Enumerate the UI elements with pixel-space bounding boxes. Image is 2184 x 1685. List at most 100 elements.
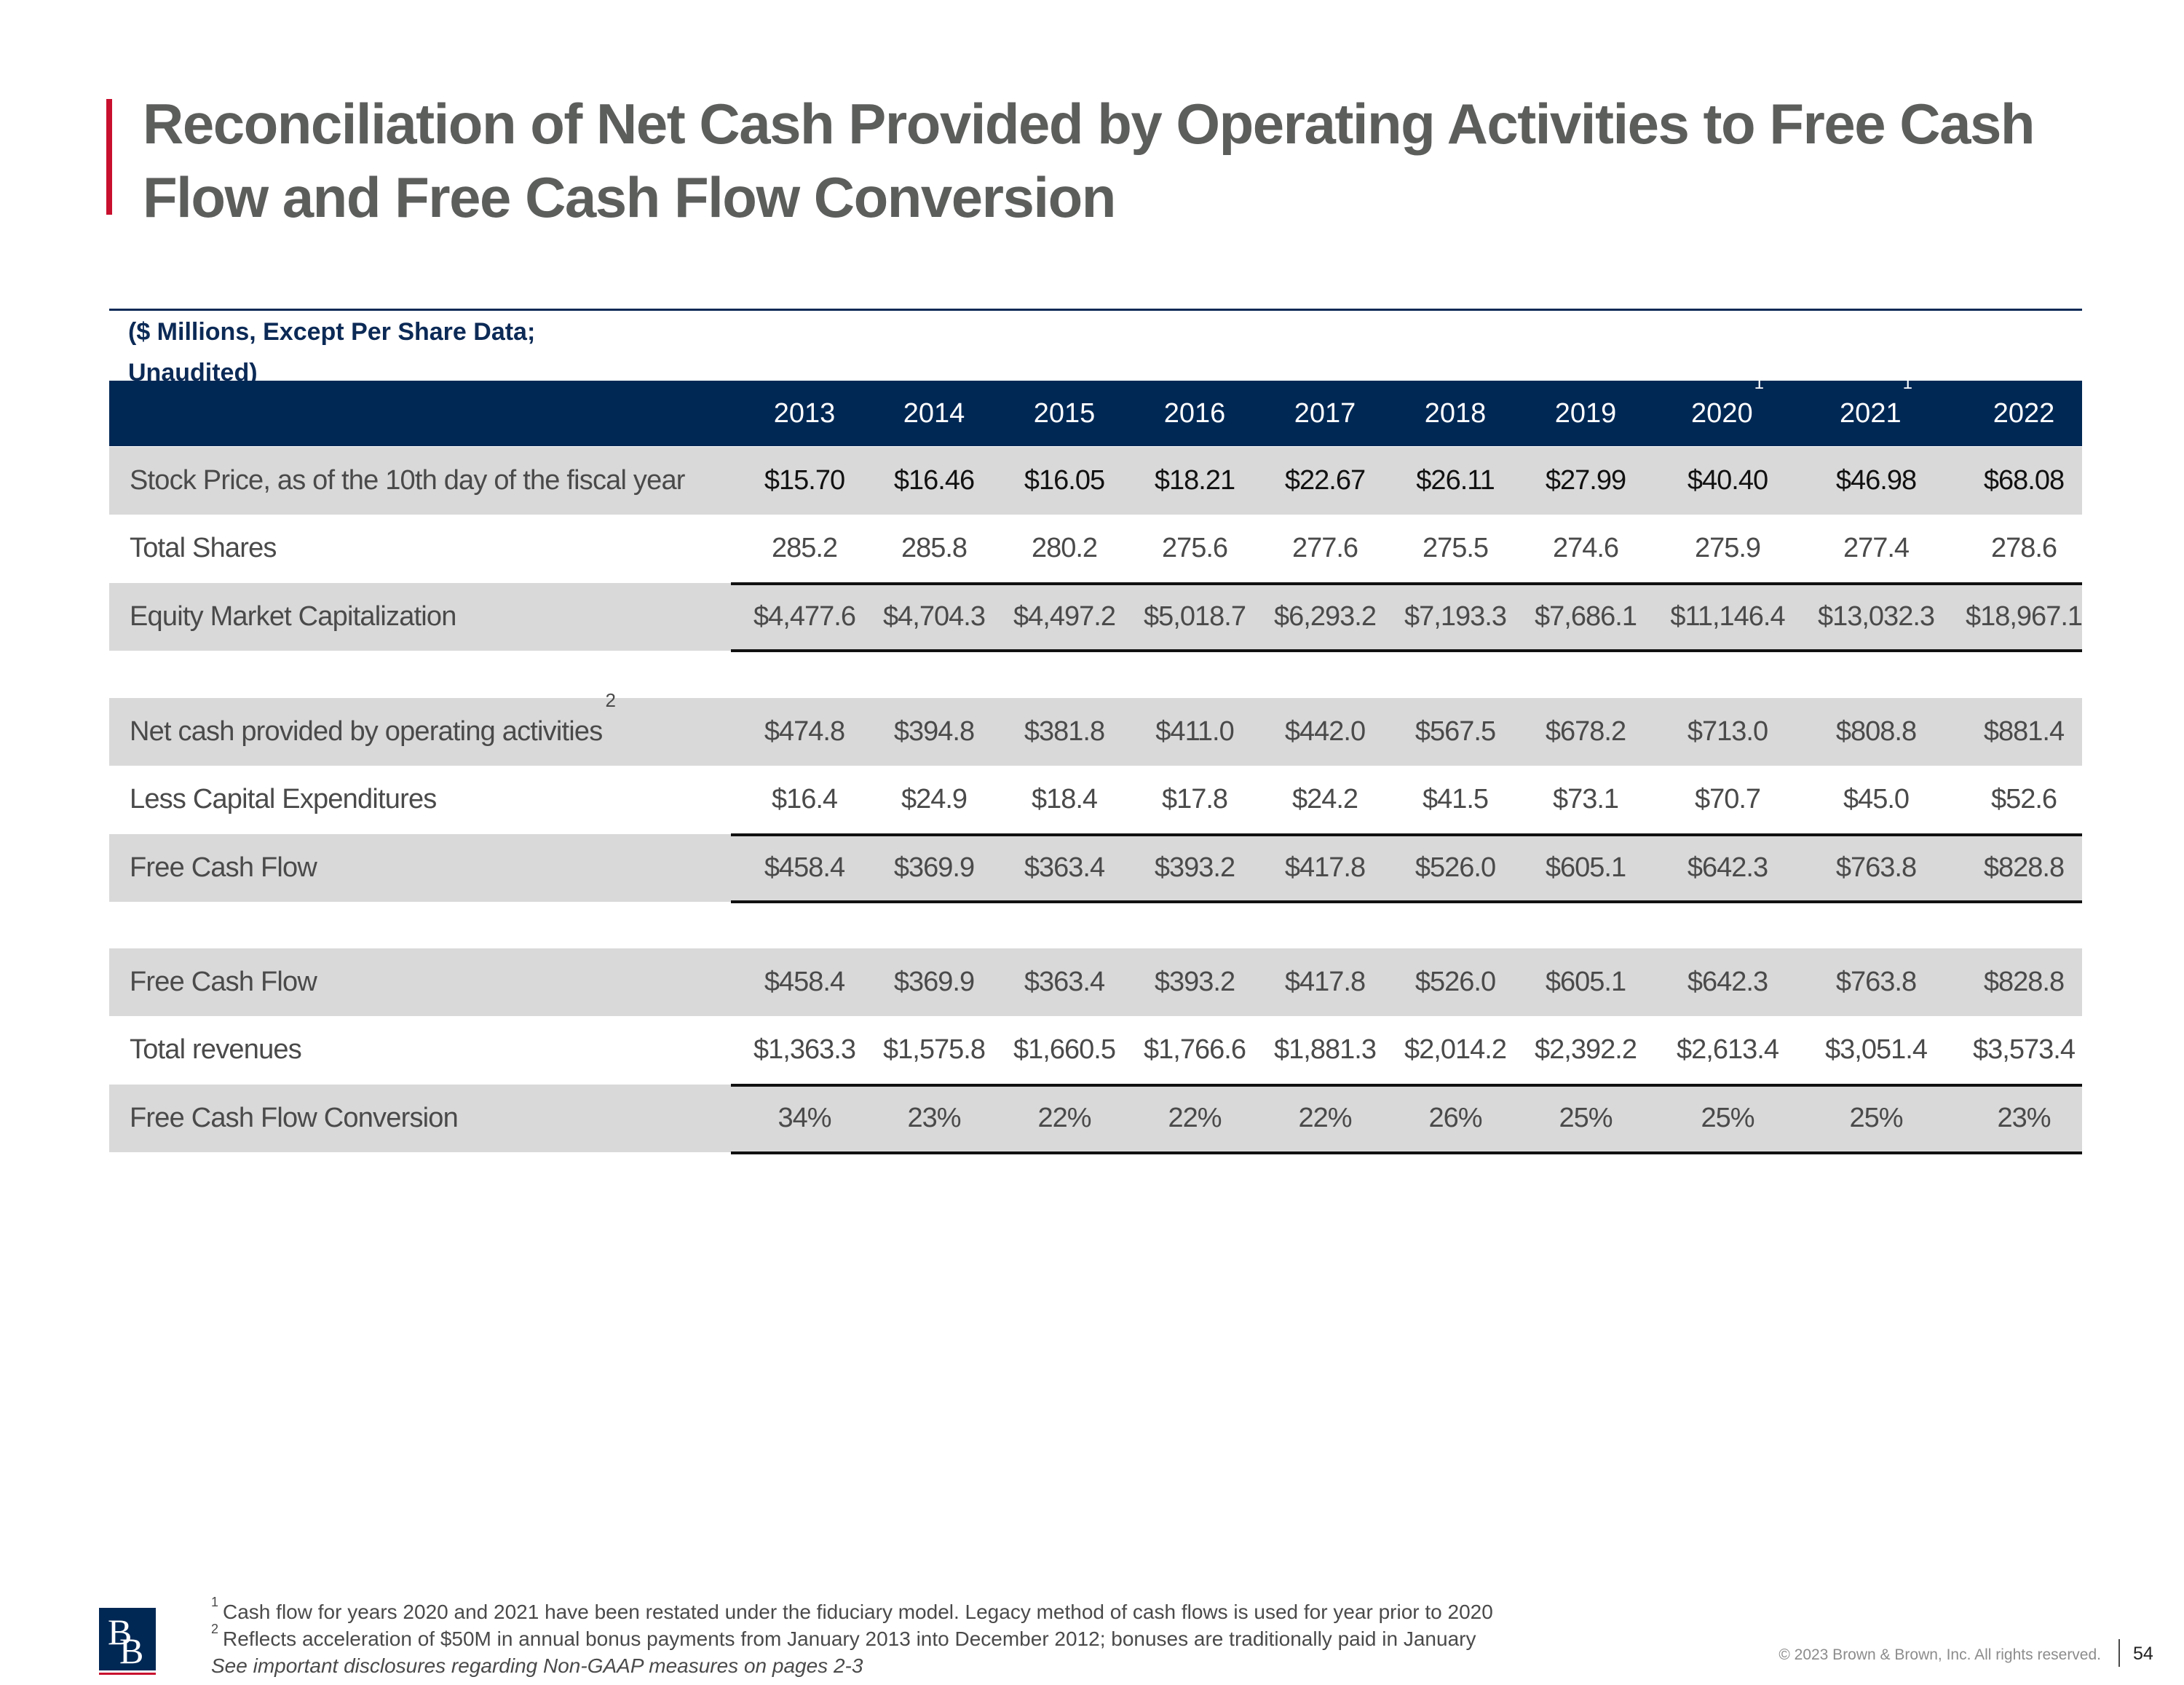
year-header: 2017 — [1259, 381, 1390, 446]
footnote-marker: 1 — [211, 1595, 219, 1609]
table-cell: $15.70 — [764, 465, 845, 496]
table-cell: 275.5 — [1422, 533, 1489, 563]
table-cell: $18,967.1 — [1965, 601, 2083, 632]
table-cell: $16.4 — [771, 784, 838, 814]
table-row: Less Capital Expenditures $16.4 $24.9 $18.4… — [109, 766, 2082, 833]
table-cell: $45.0 — [1843, 784, 1910, 814]
table-cell: 285.8 — [901, 533, 968, 563]
brown-and-brown-logo: B B — [99, 1608, 156, 1675]
table-cell: $17.8 — [1161, 784, 1228, 814]
table-cell: $526.0 — [1415, 852, 1496, 883]
row-label-text: Equity Market Capitalization — [130, 601, 456, 632]
table-cell: $393.2 — [1154, 852, 1235, 883]
table-cell: $4,704.3 — [883, 601, 986, 632]
table-cell: $381.8 — [1024, 716, 1105, 747]
table-cell: $1,363.3 — [753, 1034, 856, 1065]
footnote-2: 2 Reflects acceleration of $50M in annual… — [211, 1622, 1493, 1652]
table-cell: $22.67 — [1284, 465, 1366, 496]
table-cell: 22% — [1168, 1103, 1222, 1133]
row-label-text: Less Capital Expenditures — [130, 784, 437, 814]
row-label: Equity Market Capitalization — [130, 583, 456, 651]
row-label: Net cash provided by operating activitie… — [130, 691, 616, 766]
row-label-text: Net cash provided by operating activitie… — [130, 716, 603, 747]
table-row: Free Cash Flow $458.4 $369.9 $363.4 $393.2 $4… — [109, 834, 2082, 902]
table-cell: $40.40 — [1687, 465, 1768, 496]
units-note: ($ Millions, Except Per Share Data; Unau… — [128, 312, 711, 393]
table-cell: $605.1 — [1545, 967, 1626, 997]
table-cell: $5,018.7 — [1144, 601, 1246, 632]
table-cell: $1,766.6 — [1144, 1034, 1246, 1065]
table-cell: $458.4 — [764, 967, 845, 997]
table-cell: $678.2 — [1545, 716, 1626, 747]
table-cell: $1,881.3 — [1274, 1034, 1377, 1065]
row-label: Free Cash Flow — [130, 834, 317, 902]
year-label: 2019 — [1554, 398, 1617, 429]
table-row: Net cash provided by operating activitie… — [109, 691, 2082, 766]
table-cell: 275.6 — [1161, 533, 1228, 563]
page-title: Reconciliation of Net Cash Provided by O… — [143, 92, 2035, 229]
table-cell: 275.9 — [1694, 533, 1761, 563]
table-cell: $713.0 — [1687, 716, 1768, 747]
footnotes: 1 Cash flow for years 2020 and 2021 have … — [211, 1595, 1493, 1679]
table-cell: $642.3 — [1687, 967, 1768, 997]
year-label: 2016 — [1163, 398, 1226, 429]
table-cell: $369.9 — [893, 967, 975, 997]
table-cell: $6,293.2 — [1274, 601, 1377, 632]
table-cell: $363.4 — [1024, 967, 1105, 997]
table-cell: 274.6 — [1552, 533, 1619, 563]
table-cell: $3,051.4 — [1825, 1034, 1928, 1065]
table-cell: $828.8 — [1983, 967, 2065, 997]
row-label-text: Free Cash Flow — [130, 852, 317, 883]
table-cell: $642.3 — [1687, 852, 1768, 883]
footnote-text: Cash flow for years 2020 and 2021 have b… — [223, 1601, 1493, 1623]
row-label: Free Cash Flow Conversion — [130, 1085, 459, 1152]
footnote-text: Reflects acceleration of $50M in annual … — [223, 1627, 1476, 1650]
year-header: 2018 — [1390, 381, 1521, 446]
table-cell: $526.0 — [1415, 967, 1496, 997]
table-cell: $474.8 — [764, 716, 845, 747]
logo-letter: B — [119, 1630, 144, 1671]
row-footnote-marker: 2 — [605, 689, 616, 711]
units-note-line-1: ($ Millions, Except Per Share Data; — [128, 318, 536, 346]
table-cell: $567.5 — [1415, 716, 1496, 747]
table-row: Stock Price, as of the 10th day of the f… — [109, 447, 2082, 515]
table-cell: 22% — [1298, 1103, 1352, 1133]
year-header: 2015 — [999, 381, 1130, 446]
row-label: Stock Price, as of the 10th day of the f… — [130, 447, 685, 515]
table-cell: 22% — [1037, 1103, 1091, 1133]
year-header: 2014 — [869, 381, 1000, 446]
row-label-text: Total revenues — [130, 1034, 302, 1065]
table-cell: $27.99 — [1545, 465, 1626, 496]
row-label-text: Free Cash Flow Conversion — [130, 1103, 459, 1133]
table-cell: $52.6 — [1990, 784, 2057, 814]
table-row: Free Cash Flow Conversion 34% 23% 22% 22% 22%… — [109, 1085, 2082, 1152]
table-cell: $393.2 — [1154, 967, 1235, 997]
page-number-divider — [2118, 1639, 2120, 1667]
table-cell: 34% — [778, 1103, 831, 1133]
title-accent-bar — [106, 99, 112, 215]
table-cell: $2,613.4 — [1677, 1034, 1779, 1065]
table-row: Equity Market Capitalization $4,477.6 $4,7… — [109, 583, 2083, 651]
year-header: 20211 — [1811, 375, 1942, 446]
table-cell: $68.08 — [1983, 465, 2065, 496]
year-header: 20201 — [1662, 375, 1793, 446]
table-cell: $605.1 — [1545, 852, 1626, 883]
table-cell: $41.5 — [1422, 784, 1489, 814]
table-cell: $1,660.5 — [1013, 1034, 1116, 1065]
table-cell: 25% — [1559, 1103, 1613, 1133]
table-cell: $7,686.1 — [1535, 601, 1637, 632]
table-cell: 277.4 — [1843, 533, 1910, 563]
table-cell: $70.7 — [1694, 784, 1761, 814]
table-cell: $458.4 — [764, 852, 845, 883]
table-cell: 25% — [1701, 1103, 1754, 1133]
table-cell: $4,477.6 — [753, 601, 856, 632]
table-cell: $16.05 — [1024, 465, 1105, 496]
table-rule — [731, 1084, 2082, 1087]
year-label: 2017 — [1294, 398, 1356, 429]
table-cell: $417.8 — [1284, 852, 1366, 883]
table-cell: $18.21 — [1154, 465, 1235, 496]
year-footnote-marker: 1 — [1754, 373, 1764, 393]
row-label-text: Total Shares — [130, 533, 277, 563]
year-header: 2013 — [739, 381, 870, 446]
table-cell: 25% — [1849, 1103, 1903, 1133]
